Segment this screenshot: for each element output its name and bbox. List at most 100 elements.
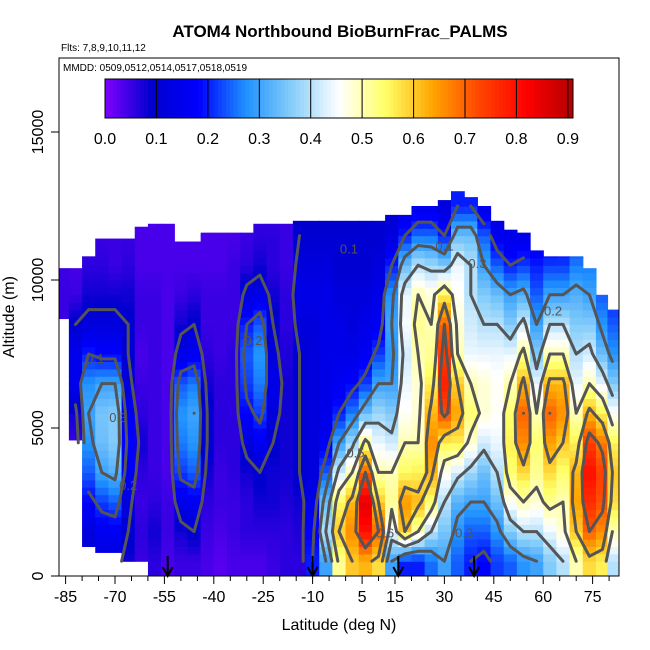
heatmap-cell — [95, 398, 110, 407]
heatmap-cell — [398, 487, 413, 496]
heatmap-cell — [332, 398, 347, 407]
heatmap-cell — [279, 339, 294, 348]
heatmap-cell — [147, 509, 162, 518]
colorbar-segment — [245, 79, 250, 118]
heatmap-cell — [253, 331, 268, 340]
heatmap-cell — [240, 317, 254, 325]
heatmap-cell — [569, 494, 584, 503]
heatmap-cell — [358, 228, 373, 237]
heatmap-cell — [187, 294, 202, 303]
heatmap-cell — [582, 413, 597, 422]
heatmap-cell — [516, 568, 531, 576]
heatmap-cell — [332, 376, 347, 385]
heatmap-cell — [503, 287, 518, 296]
chart-subtitle-flights: Flts: 7,8,9,10,11,12 — [61, 43, 146, 54]
heatmap-cell — [240, 524, 254, 533]
heatmap-cell — [319, 220, 334, 229]
heatmap-cell — [108, 287, 123, 296]
heatmap-cell — [607, 339, 619, 348]
heatmap-cell — [319, 509, 334, 518]
heatmap-cell — [174, 265, 189, 274]
heatmap-cell — [595, 561, 609, 570]
heatmap-cell — [68, 324, 83, 333]
heatmap-cell — [187, 317, 202, 325]
heatmap-cell — [437, 206, 452, 214]
heatmap-cell — [121, 413, 136, 422]
heatmap-cell — [464, 539, 478, 547]
heatmap-cell — [398, 516, 413, 525]
heatmap-cells — [59, 191, 619, 576]
colorbar-segment — [222, 79, 227, 118]
heatmap-cell — [174, 450, 189, 459]
heatmap-cell — [503, 465, 518, 473]
heatmap-cell — [411, 206, 426, 214]
heatmap-cell — [161, 250, 175, 259]
contour-label: 0.3 — [468, 256, 486, 271]
heatmap-cell — [108, 516, 123, 525]
heatmap-cell — [582, 302, 597, 311]
heatmap-cell — [147, 317, 162, 325]
heatmap-cell — [556, 420, 571, 429]
heatmap-cell — [345, 272, 360, 281]
heatmap-cell — [332, 339, 347, 348]
heatmap-cell — [385, 479, 399, 488]
heatmap-cell — [266, 524, 281, 533]
heatmap-cell — [253, 346, 268, 355]
heatmap-cell — [385, 287, 399, 296]
heatmap-cell — [477, 213, 492, 222]
heatmap-cell — [345, 257, 360, 266]
heatmap-cell — [543, 568, 558, 576]
heatmap-cell — [358, 250, 373, 259]
heatmap-cell — [345, 280, 360, 288]
heatmap-cell — [161, 479, 175, 488]
heatmap-cell — [306, 457, 320, 466]
heatmap-cell — [266, 243, 281, 251]
heatmap-cell — [121, 250, 136, 259]
heatmap-cell — [398, 324, 413, 333]
heatmap-cell — [227, 331, 241, 340]
heatmap-cell — [437, 200, 452, 207]
heatmap-cell — [253, 494, 268, 503]
heatmap-cell — [240, 294, 254, 303]
heatmap-cell — [437, 317, 452, 325]
heatmap-cell — [411, 465, 426, 473]
heatmap-cell — [543, 398, 558, 407]
heatmap-cell — [398, 309, 413, 318]
heatmap-cell — [200, 294, 215, 303]
heatmap-cell — [213, 294, 228, 303]
heatmap-cell — [569, 472, 584, 481]
heatmap-cell — [358, 568, 373, 576]
heatmap-cell — [332, 479, 347, 488]
heatmap-cell — [582, 546, 597, 555]
heatmap-cell — [516, 331, 531, 340]
colorbar-segment — [557, 79, 562, 118]
heatmap-cell — [227, 317, 241, 325]
heatmap-cell — [174, 294, 189, 303]
x-tick-label: -10 — [301, 589, 324, 606]
heatmap-cell — [161, 302, 175, 311]
heatmap-cell — [503, 302, 518, 311]
colorbar-segment — [475, 79, 480, 118]
heatmap-cell — [266, 568, 281, 576]
heatmap-cell — [306, 280, 320, 288]
heatmap-cell — [213, 435, 228, 444]
heatmap-cell — [187, 257, 202, 266]
heatmap-cell — [582, 450, 597, 459]
heatmap-cell — [253, 472, 268, 481]
heatmap-cell — [332, 317, 347, 325]
heatmap-cell — [121, 472, 136, 481]
heatmap-cell — [174, 509, 189, 518]
heatmap-cell — [227, 479, 241, 488]
heatmap-cell — [398, 361, 413, 370]
heatmap-cell — [503, 361, 518, 370]
heatmap-cell — [68, 287, 83, 296]
heatmap-cell — [464, 309, 478, 318]
heatmap-cell — [319, 465, 334, 473]
heatmap-cell — [530, 339, 544, 348]
heatmap-cell — [582, 309, 597, 318]
heatmap-cell — [174, 241, 189, 244]
heatmap-cell — [174, 383, 189, 392]
heatmap-cell — [134, 487, 149, 496]
heatmap-cell — [516, 516, 531, 525]
heatmap-cell — [306, 442, 320, 451]
